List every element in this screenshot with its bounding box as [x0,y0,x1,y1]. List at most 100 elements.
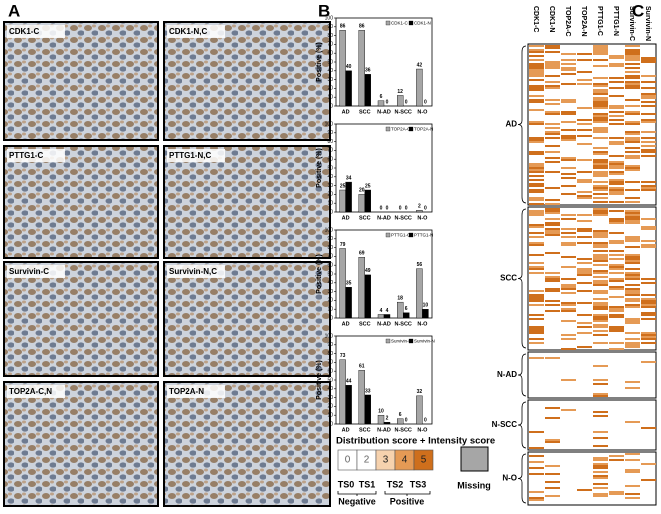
bar [377,415,385,425]
heatmap-cell [529,357,544,359]
micrograph [163,21,331,141]
heatmap-cell [625,51,640,53]
heatmap-cell [529,109,544,111]
heatmap-cell [625,131,640,133]
plot-frame [335,335,433,425]
heatmap-cell [577,236,592,238]
heatmap-cell [593,320,608,322]
heatmap-cell [609,167,624,169]
heatmap-cell [529,89,544,91]
heatmap-cell [641,246,656,248]
heatmap-cell [561,236,576,238]
heatmap-cell [545,487,560,489]
heatmap-cell [641,479,656,481]
heatmap-cell [593,316,608,318]
value-label: 6 [399,412,402,418]
heatmap-cell [577,268,592,270]
heatmap-cell [641,282,656,284]
heatmap-cell [593,276,608,278]
heatmap-cell [641,463,656,465]
heatmap-cell [577,270,592,272]
bar [383,422,391,425]
heatmap-cell [625,298,640,300]
heatmap-cell [593,475,608,477]
bar [416,210,423,213]
heatmap-cell [593,342,608,344]
y-tick-label: 100 [325,227,334,233]
heatmap-cell [561,242,576,244]
heatmap-cell [529,461,544,463]
y-tick-label: 20 [327,192,333,198]
value-label: 73 [340,353,346,359]
heatmap-cell [593,153,608,155]
heatmap-cell [609,163,624,165]
heatmap-cell [577,159,592,161]
micrograph [163,381,331,507]
score-label: 0 [345,455,351,466]
y-tick-label: 0 [330,421,333,427]
heatmap-cell [545,208,560,210]
heatmap-cell [609,308,624,310]
column-label: Survivin-C [628,6,635,41]
x-tick-label: SCC [359,215,371,221]
heatmap-cell [641,119,656,121]
heatmap-cell [593,129,608,131]
bar [422,309,429,319]
heatmap-cell [529,210,544,212]
value-label: 18 [397,295,403,301]
heatmap-cell [577,228,592,230]
heatmap-cell [529,67,544,69]
heatmap-cell [561,288,576,290]
heatmap-cell [529,121,544,123]
heatmap-cell [593,383,608,385]
value-label: 25 [340,183,346,189]
heatmap-cell [561,129,576,131]
heatmap-cell [609,81,624,83]
y-tick-label: 70 [327,254,333,260]
heatmap-cell [545,417,560,419]
heatmap-cell [577,272,592,274]
value-label: 36 [365,68,371,74]
heatmap-cell [641,226,656,228]
heatmap-cell [545,157,560,159]
legend-swatch [408,20,414,26]
heatmap-cell [545,224,560,226]
y-tick-label: 10 [327,413,333,419]
heatmap-cell [545,222,560,224]
heatmap-cell [625,346,640,348]
heatmap-cell [641,75,656,77]
legend-swatch [385,20,391,26]
heatmap-cell [545,290,560,292]
heatmap-cell [593,83,608,85]
heatmap-cell [545,151,560,153]
heatmap-cell [593,47,608,49]
column-label: Survivin-N [644,6,651,41]
heatmap-cell [593,393,608,395]
heatmap-cell [609,326,624,328]
heatmap-cell [593,161,608,163]
heatmap-cell [625,493,640,495]
heatmap-cell [593,65,608,67]
heatmap-cell [625,272,640,274]
heatmap-cell [593,280,608,282]
group-label: AD [505,120,517,129]
heatmap-cell [561,286,576,288]
heatmap-cell [593,167,608,169]
label-bg [7,149,65,162]
legend-swatch [408,232,414,238]
heatmap-cell [545,495,560,497]
heatmap-cell [545,228,560,230]
value-label: 4 [380,308,383,314]
heatmap-cell [593,97,608,99]
heatmap-cell [545,288,560,290]
heatmap-cell [529,73,544,75]
bar [345,385,352,425]
x-tick-label: N-AD [377,427,391,433]
value-label: 34 [346,175,352,181]
heatmap-cell [641,113,656,115]
heatmap-cell [593,151,608,153]
legend-swatch [385,126,391,132]
heatmap-cell [593,214,608,216]
heatmap-cell [529,328,544,330]
